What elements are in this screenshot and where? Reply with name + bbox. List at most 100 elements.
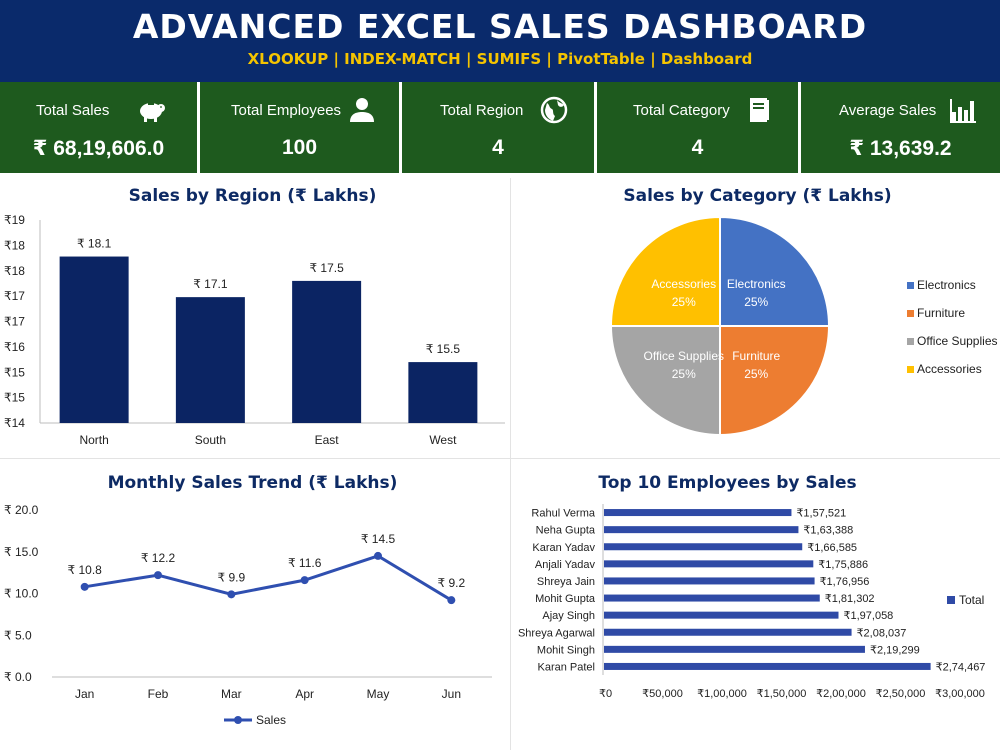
horizontal-divider bbox=[0, 458, 1000, 459]
employee-bar bbox=[604, 526, 799, 534]
legend-label: Total bbox=[959, 593, 984, 607]
kpi-total-sales: Total Sales ₹ 68,19,606.0 bbox=[0, 82, 197, 173]
employee-name-label: Mohit Singh bbox=[537, 644, 595, 656]
pie-slice-label: Electronics bbox=[727, 277, 786, 291]
y-tick-label: ₹14 bbox=[4, 416, 25, 430]
legend-label: Office Supplies bbox=[917, 334, 998, 348]
y-tick-label: ₹ 15.0 bbox=[4, 545, 39, 559]
chart-title: Monthly Sales Trend (₹ Lakhs) bbox=[107, 473, 398, 493]
bar-data-label: ₹ 18.1 bbox=[77, 237, 112, 251]
chart-title: Top 10 Employees by Sales bbox=[598, 473, 857, 493]
sales-point bbox=[227, 590, 236, 599]
monthly-line-chart: ₹ 0.0 ₹ 5.0 ₹ 10.0 ₹ 15.0 ₹ 20.0 ₹ 10.8 Jan ₹ 1… bbox=[4, 503, 492, 727]
employee-name-label: Anjali Yadav bbox=[535, 559, 596, 571]
y-tick-label: ₹15 bbox=[4, 365, 25, 379]
legend-swatch bbox=[907, 310, 914, 317]
y-tick-label: ₹19 bbox=[4, 213, 25, 227]
point-data-label: ₹ 14.5 bbox=[361, 532, 396, 546]
employee-bar bbox=[604, 594, 820, 602]
y-tick-label: ₹ 0.0 bbox=[4, 670, 32, 684]
employee-bar bbox=[604, 611, 839, 619]
pie-percent-label: 25% bbox=[672, 295, 696, 309]
pie-slice-office-supplies bbox=[609, 325, 721, 437]
kpi-value: 4 bbox=[492, 136, 504, 159]
employee-bar bbox=[604, 577, 815, 585]
x-tick-label: Jun bbox=[442, 687, 461, 701]
legend-label: Sales bbox=[256, 713, 286, 727]
pie-slice-furniture bbox=[719, 325, 831, 437]
kpi-value: 100 bbox=[281, 136, 318, 159]
legend-label: Accessories bbox=[917, 362, 982, 376]
employee-data-label: ₹1,97,058 bbox=[843, 610, 893, 622]
y-tick-label: ₹18 bbox=[4, 264, 25, 278]
employee-data-label: ₹2,08,037 bbox=[857, 627, 907, 639]
pie-slice-electronics bbox=[719, 215, 831, 327]
bar-chart-icon bbox=[950, 99, 976, 123]
employee-data-label: ₹1,57,521 bbox=[796, 508, 846, 520]
x-tick-label: South bbox=[195, 433, 226, 447]
y-tick-label: ₹ 20.0 bbox=[4, 503, 39, 517]
x-tick-label: ₹2,50,000 bbox=[876, 688, 926, 700]
x-tick-label: Jan bbox=[75, 687, 94, 701]
x-tick-label: Apr bbox=[295, 687, 314, 701]
x-tick-label: ₹50,000 bbox=[642, 688, 683, 700]
x-tick-label: May bbox=[367, 687, 390, 701]
employee-bar bbox=[604, 628, 852, 636]
legend-label: Electronics bbox=[917, 278, 976, 292]
employee-name-label: Neha Gupta bbox=[536, 525, 596, 537]
point-data-label: ₹ 10.8 bbox=[68, 563, 103, 577]
vertical-divider bbox=[510, 178, 511, 750]
employee-name-label: Karan Yadav bbox=[532, 542, 595, 554]
bar-data-label: ₹ 17.1 bbox=[193, 277, 228, 291]
sales-point bbox=[447, 596, 456, 605]
x-tick-label: Mar bbox=[221, 687, 242, 701]
y-tick-label: ₹ 5.0 bbox=[4, 628, 32, 642]
x-tick-label: ₹3,00,000 bbox=[935, 688, 985, 700]
sales-point bbox=[80, 582, 89, 591]
chart-title: Sales by Region (₹ Lakhs) bbox=[128, 186, 377, 206]
region-chart-panel: Sales by Region (₹ Lakhs) ₹19 ₹18 ₹18 ₹17 ₹1… bbox=[0, 178, 505, 456]
legend-marker bbox=[234, 716, 242, 724]
pie-percent-label: 25% bbox=[672, 367, 696, 381]
sales-point bbox=[374, 551, 382, 560]
bar-north bbox=[59, 256, 129, 423]
kpi-label: Total Sales bbox=[36, 102, 110, 119]
employee-data-label: ₹2,74,467 bbox=[936, 661, 986, 673]
sales-line bbox=[84, 554, 453, 602]
employee-data-label: ₹1,66,585 bbox=[807, 542, 857, 554]
legend-swatch bbox=[907, 282, 914, 289]
kpi-average-sales: Average Sales ₹ 13,639.2 bbox=[801, 82, 1000, 173]
kpi-label: Total Category bbox=[633, 102, 730, 119]
pie-slice-accessories bbox=[609, 215, 721, 327]
x-tick-label: Feb bbox=[148, 687, 169, 701]
point-data-label: ₹ 11.6 bbox=[288, 556, 322, 570]
kpi-value: 4 bbox=[691, 136, 704, 159]
x-tick-label: ₹1,50,000 bbox=[757, 688, 807, 700]
employee-bar bbox=[604, 560, 814, 568]
kpi-total-employees: Total Employees 100 bbox=[200, 82, 399, 173]
y-tick-label: ₹18 bbox=[4, 238, 25, 252]
employee-name-label: Ajay Singh bbox=[542, 610, 595, 622]
top-employees-panel: Top 10 Employees by Sales Rahul Verma ₹1,… bbox=[515, 462, 1000, 750]
employee-data-label: ₹1,63,388 bbox=[803, 525, 853, 537]
employee-data-label: ₹1,76,956 bbox=[820, 576, 870, 588]
x-tick-label: West bbox=[429, 433, 457, 447]
y-tick-label: ₹ 10.0 bbox=[4, 587, 39, 601]
bar-west bbox=[408, 362, 478, 423]
pie-slice-label: Accessories bbox=[651, 277, 716, 291]
employee-name-label: Rahul Verma bbox=[531, 508, 595, 520]
sales-point bbox=[300, 576, 309, 585]
employee-data-label: ₹1,75,886 bbox=[818, 559, 868, 571]
point-data-label: ₹ 9.9 bbox=[218, 570, 246, 584]
kpi-label: Average Sales bbox=[839, 102, 937, 119]
employee-bar bbox=[604, 509, 792, 517]
monthly-trend-panel: Monthly Sales Trend (₹ Lakhs) ₹ 0.0 ₹ 5.0… bbox=[0, 462, 505, 750]
legend-swatch bbox=[907, 366, 914, 373]
x-tick-label: ₹2,00,000 bbox=[816, 688, 866, 700]
employee-bar bbox=[604, 645, 865, 653]
book-icon bbox=[750, 98, 769, 122]
dashboard-header: ADVANCED EXCEL SALES DASHBOARD XLOOKUP |… bbox=[0, 0, 1000, 82]
y-tick-label: ₹17 bbox=[4, 289, 25, 303]
kpi-value: ₹ 13,639.2 bbox=[849, 137, 952, 160]
